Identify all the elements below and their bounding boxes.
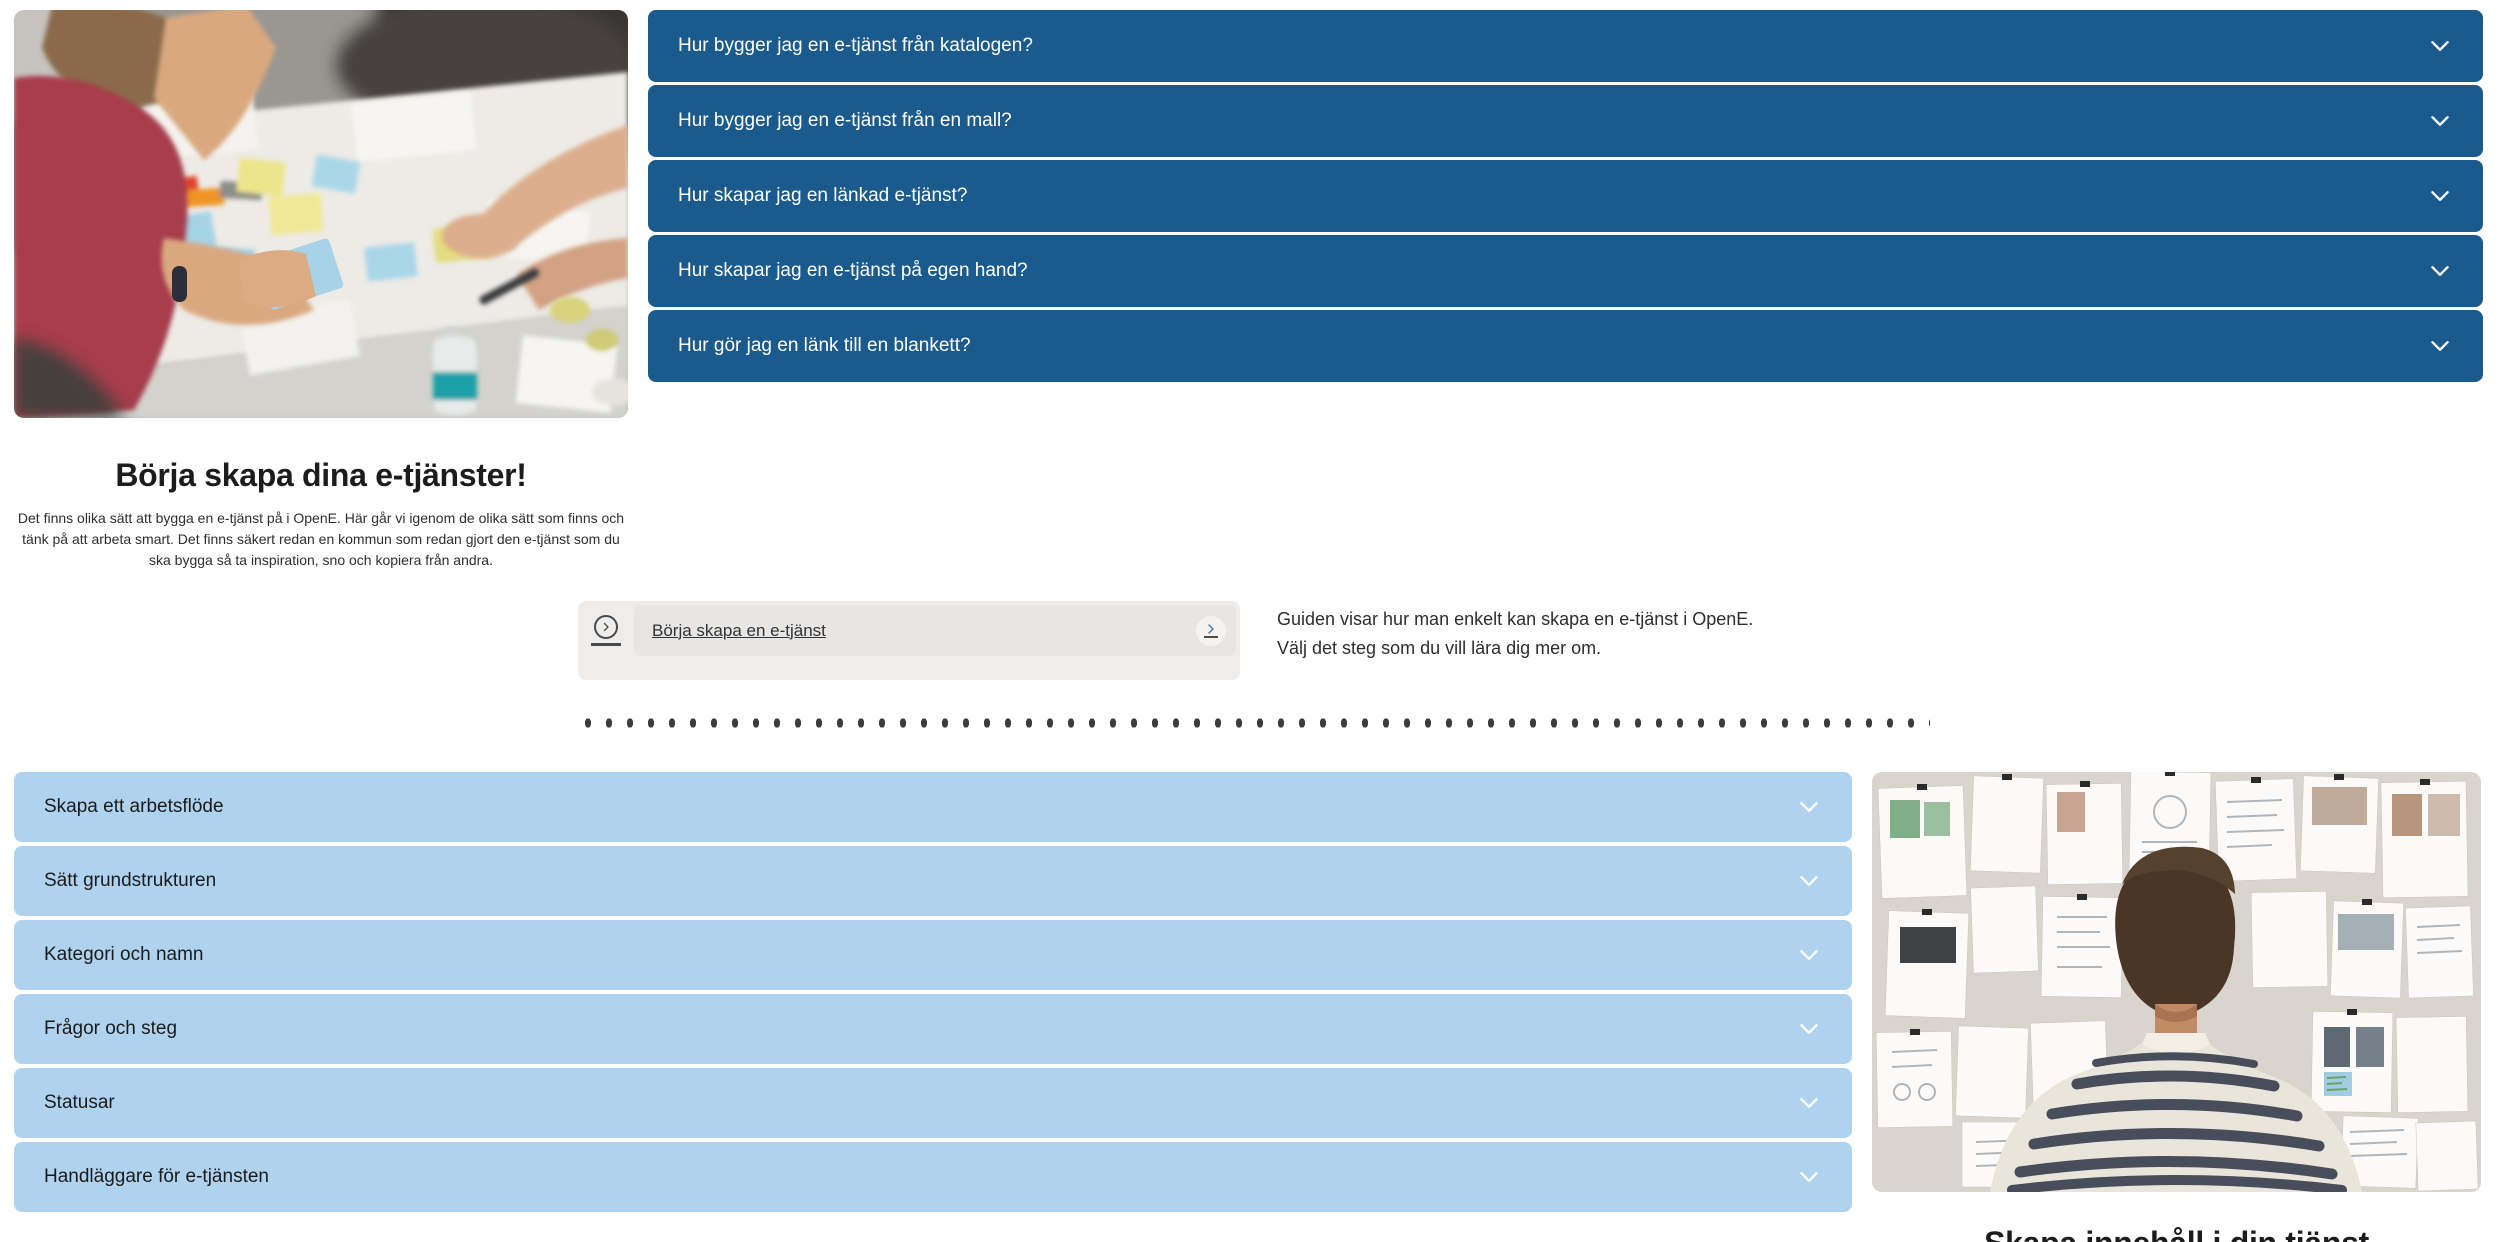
intro-body: Det finns olika sätt att bygga en e-tjän… <box>17 510 625 568</box>
faq-accordion: Hur bygger jag en e-tjänst från kataloge… <box>648 10 2483 385</box>
guide-card: Börja skapa en e-tjänst <box>578 601 1240 680</box>
faq-item-build-from-catalog[interactable]: Hur bygger jag en e-tjänst från kataloge… <box>648 10 2483 82</box>
chevron-down-icon <box>1800 1024 1818 1034</box>
chevron-down-icon <box>1800 1098 1818 1108</box>
chevron-down-icon <box>1800 876 1818 886</box>
step-item-label: Sätt grundstrukturen <box>44 870 217 891</box>
guide-note: Guiden visar hur man enkelt kan skapa en… <box>1277 605 1753 663</box>
faq-item-label: Hur gör jag en länk till en blankett? <box>678 335 971 356</box>
step-item-handlers[interactable]: Handläggare för e-tjänsten <box>14 1142 1852 1212</box>
step-item-label: Kategori och namn <box>44 944 204 965</box>
chevron-down-icon <box>1800 802 1818 812</box>
step-item-workflow[interactable]: Skapa ett arbetsflöde <box>14 772 1852 842</box>
play-icon-underline <box>591 643 621 646</box>
step-item-label: Frågor och steg <box>44 1018 178 1039</box>
chevron-down-icon <box>2431 191 2449 201</box>
start-guide-link[interactable]: Börja skapa en e-tjänst <box>652 620 826 640</box>
step-item-label: Handläggare för e-tjänsten <box>44 1166 269 1187</box>
chevron-down-icon <box>2431 41 2449 51</box>
chevron-down-icon <box>2431 116 2449 126</box>
guide-note-line1: Guiden visar hur man enkelt kan skapa en… <box>1277 609 1754 629</box>
faq-item-build-from-template[interactable]: Hur bygger jag en e-tjänst från en mall? <box>648 85 2483 157</box>
dotted-divider <box>578 716 1930 730</box>
intro-title: Börja skapa dina e-tjänster! <box>115 457 527 494</box>
faq-item-link-to-form[interactable]: Hur gör jag en länk till en blankett? <box>648 310 2483 382</box>
wall-caption: Skapa innehåll i din tjänst <box>1872 1225 2481 1242</box>
step-item-questions-steps[interactable]: Frågor och steg <box>14 994 1852 1064</box>
chevron-down-icon <box>2431 341 2449 351</box>
steps-accordion: Skapa ett arbetsflöde Sätt grundstruktur… <box>14 772 1852 1216</box>
wall-photo-illustration <box>1872 772 2481 1192</box>
team-workshop-photo <box>14 10 628 418</box>
wall-sketches-photo <box>1872 772 2481 1192</box>
step-item-label: Skapa ett arbetsflöde <box>44 796 224 817</box>
chevron-down-icon <box>1800 950 1818 960</box>
faq-item-linked-service[interactable]: Hur skapar jag en länkad e-tjänst? <box>648 160 2483 232</box>
chevron-down-icon <box>1800 1172 1818 1182</box>
play-icon <box>578 605 634 656</box>
step-item-statuses[interactable]: Statusar <box>14 1068 1852 1138</box>
chevron-down-icon <box>2431 266 2449 276</box>
team-photo-illustration <box>14 10 628 418</box>
step-item-category-name[interactable]: Kategori och namn <box>14 920 1852 990</box>
faq-item-label: Hur skapar jag en länkad e-tjänst? <box>678 185 968 206</box>
chevron-right-icon[interactable] <box>1196 615 1226 646</box>
guide-link-row: Börja skapa en e-tjänst <box>634 605 1236 656</box>
faq-item-label: Hur skapar jag en e-tjänst på egen hand? <box>678 260 1028 281</box>
play-circle-icon <box>594 615 618 639</box>
faq-item-own-service[interactable]: Hur skapar jag en e-tjänst på egen hand? <box>648 235 2483 307</box>
chevron-underline <box>1204 636 1218 638</box>
step-item-base-structure[interactable]: Sätt grundstrukturen <box>14 846 1852 916</box>
faq-item-label: Hur bygger jag en e-tjänst från kataloge… <box>678 35 1033 56</box>
guide-note-line2: Välj det steg som du vill lära dig mer o… <box>1277 638 1602 658</box>
step-item-label: Statusar <box>44 1092 115 1113</box>
faq-item-label: Hur bygger jag en e-tjänst från en mall? <box>678 110 1012 131</box>
